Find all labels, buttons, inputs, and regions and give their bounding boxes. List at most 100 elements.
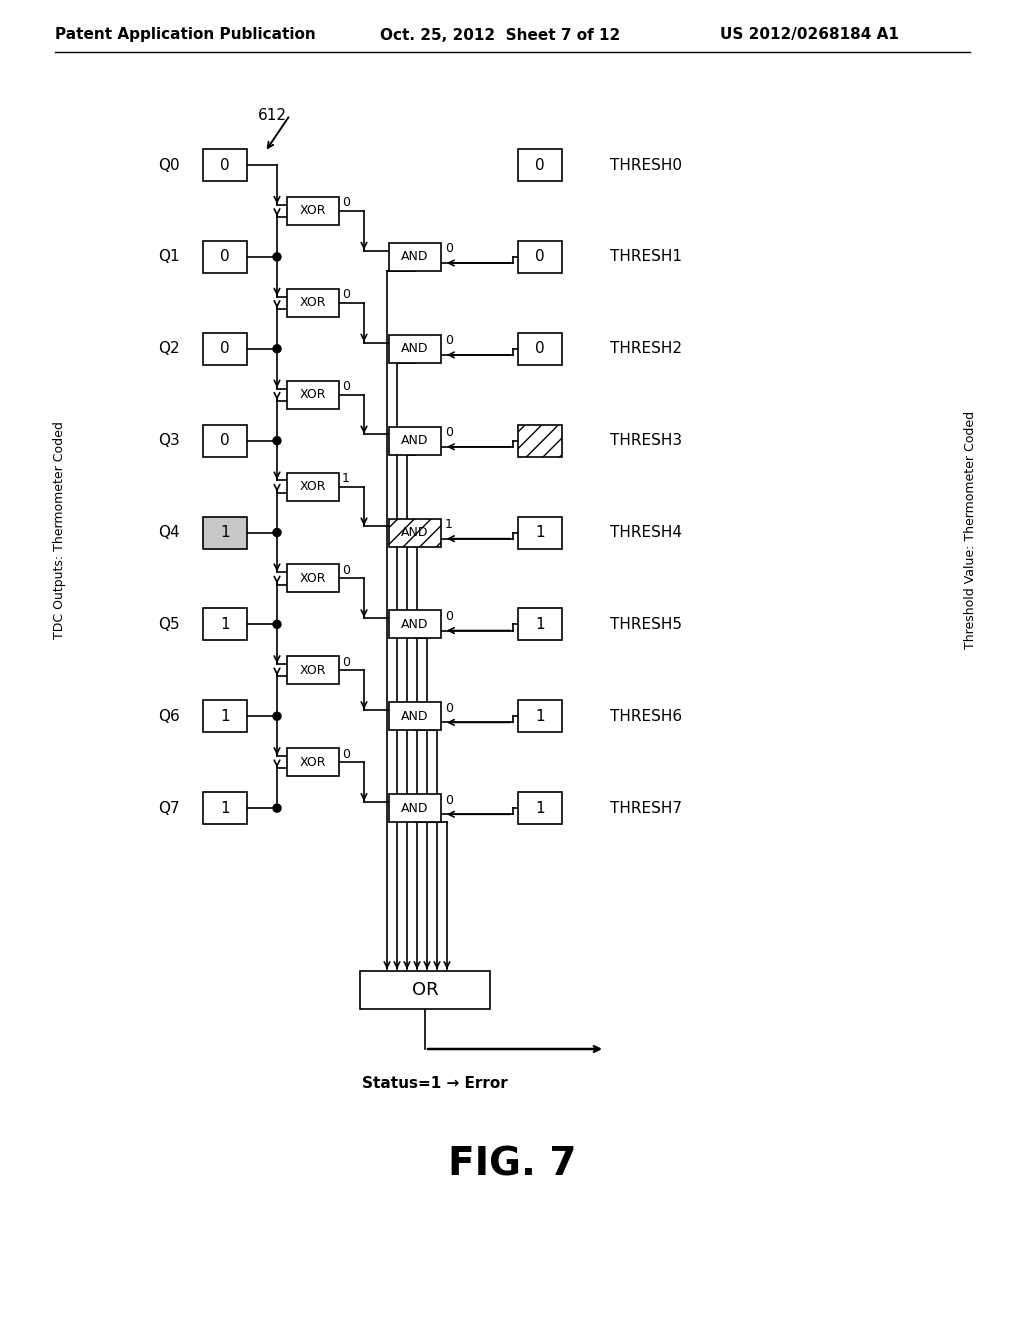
Text: 1: 1: [445, 517, 453, 531]
Bar: [518, 333, 562, 364]
Text: THRESH4: THRESH4: [610, 525, 682, 540]
Bar: [518, 516, 562, 549]
Bar: [287, 748, 339, 776]
Text: AND: AND: [401, 618, 429, 631]
Bar: [389, 702, 441, 730]
Bar: [360, 972, 490, 1008]
Text: AND: AND: [401, 251, 429, 264]
Text: Q0: Q0: [159, 157, 180, 173]
Text: US 2012/0268184 A1: US 2012/0268184 A1: [720, 28, 899, 42]
Bar: [389, 795, 441, 822]
Text: 0: 0: [342, 380, 350, 393]
Circle shape: [273, 804, 281, 812]
Text: XOR: XOR: [300, 755, 327, 768]
Text: 0: 0: [342, 197, 350, 210]
Text: 0: 0: [445, 702, 453, 714]
Text: 0: 0: [220, 433, 229, 447]
Text: 0: 0: [342, 288, 350, 301]
Text: THRESH0: THRESH0: [610, 157, 682, 173]
Bar: [203, 609, 247, 640]
Bar: [203, 700, 247, 733]
Text: 1: 1: [536, 525, 545, 540]
Bar: [203, 240, 247, 273]
Text: 1: 1: [342, 473, 350, 484]
Text: 1: 1: [536, 801, 545, 816]
Text: OR: OR: [412, 981, 438, 999]
Circle shape: [273, 528, 281, 536]
Bar: [287, 197, 339, 224]
Bar: [287, 565, 339, 593]
Bar: [203, 333, 247, 364]
Bar: [203, 425, 247, 457]
Text: AND: AND: [401, 434, 429, 447]
Bar: [287, 289, 339, 317]
Text: THRESH3: THRESH3: [610, 433, 682, 447]
Bar: [389, 610, 441, 639]
Text: 0: 0: [220, 249, 229, 264]
Text: 0: 0: [445, 334, 453, 347]
Bar: [287, 656, 339, 684]
Text: AND: AND: [401, 801, 429, 814]
Text: 0: 0: [445, 243, 453, 255]
Text: 0: 0: [536, 249, 545, 264]
Bar: [389, 335, 441, 363]
Bar: [518, 700, 562, 733]
Text: 0: 0: [536, 342, 545, 356]
Text: 1: 1: [220, 616, 229, 632]
Text: Q5: Q5: [159, 616, 180, 632]
Bar: [287, 473, 339, 500]
Circle shape: [273, 253, 281, 261]
Text: 1: 1: [220, 709, 229, 723]
Text: XOR: XOR: [300, 388, 327, 401]
Text: 612: 612: [258, 107, 287, 123]
Text: 0: 0: [342, 747, 350, 760]
Text: TDC Outputs: Thermometer Coded: TDC Outputs: Thermometer Coded: [53, 421, 67, 639]
Bar: [518, 609, 562, 640]
Text: 1: 1: [220, 801, 229, 816]
Circle shape: [273, 620, 281, 628]
Text: 1: 1: [536, 709, 545, 723]
Text: Status=1 → Error: Status=1 → Error: [362, 1077, 508, 1092]
Text: THRESH2: THRESH2: [610, 342, 682, 356]
Text: Q4: Q4: [159, 525, 180, 540]
Text: Q3: Q3: [159, 433, 180, 447]
Text: AND: AND: [401, 342, 429, 355]
Text: 0: 0: [220, 157, 229, 173]
Bar: [203, 149, 247, 181]
Text: Q2: Q2: [159, 342, 180, 356]
Text: AND: AND: [401, 525, 429, 539]
Bar: [203, 792, 247, 824]
Bar: [389, 519, 441, 546]
Text: FIG. 7: FIG. 7: [447, 1146, 577, 1184]
Text: XOR: XOR: [300, 572, 327, 585]
Text: Oct. 25, 2012  Sheet 7 of 12: Oct. 25, 2012 Sheet 7 of 12: [380, 28, 621, 42]
Bar: [518, 792, 562, 824]
Bar: [518, 240, 562, 273]
Text: XOR: XOR: [300, 480, 327, 494]
Text: AND: AND: [401, 710, 429, 723]
Bar: [287, 380, 339, 409]
Bar: [518, 425, 562, 457]
Text: 0: 0: [445, 426, 453, 440]
Text: Q6: Q6: [159, 709, 180, 723]
Bar: [389, 243, 441, 271]
Circle shape: [273, 713, 281, 721]
Text: Q1: Q1: [159, 249, 180, 264]
Text: THRESH7: THRESH7: [610, 801, 682, 816]
Bar: [389, 426, 441, 454]
Text: 0: 0: [536, 157, 545, 173]
Text: 0: 0: [342, 656, 350, 669]
Text: 0: 0: [445, 610, 453, 623]
Text: XOR: XOR: [300, 664, 327, 677]
Text: 1: 1: [536, 616, 545, 632]
Circle shape: [273, 345, 281, 352]
Text: 1: 1: [220, 525, 229, 540]
Bar: [203, 516, 247, 549]
Circle shape: [273, 437, 281, 445]
Text: XOR: XOR: [300, 296, 327, 309]
Text: 0: 0: [220, 342, 229, 356]
Text: THRESH5: THRESH5: [610, 616, 682, 632]
Text: XOR: XOR: [300, 205, 327, 218]
Text: 0: 0: [445, 793, 453, 807]
Text: Threshold Value: Thermometer Coded: Threshold Value: Thermometer Coded: [964, 411, 977, 649]
